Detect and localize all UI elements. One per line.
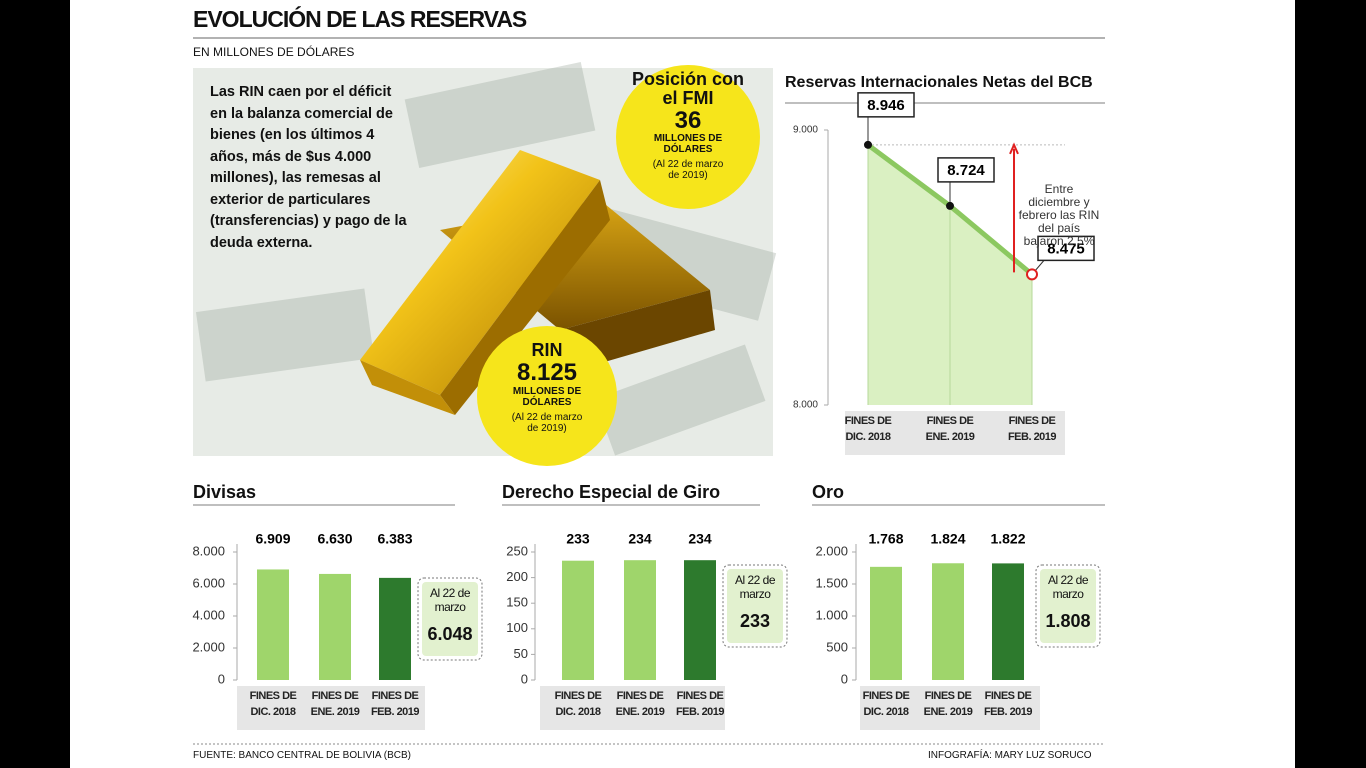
note-fill [422,582,478,656]
category-band [540,686,725,730]
footer-credit: INFOGRAFÍA: MARY LUZ SORUCO [928,750,1092,761]
y-tick-label: 1.000 [815,607,848,622]
badge: Posición con el FMI 36 MILLONES DE DÓLAR… [630,69,746,182]
x-tick-label: FINES DE DIC. 2018 [844,415,892,443]
badge: RIN 8.125 MILLONES DE DÓLARES (Al 22 de … [489,340,605,434]
category-band [845,411,1065,455]
footer-source: FUENTE: BANCO CENTRAL DE BOLIVIA (BCB) [193,750,412,761]
value-label: 233 [566,531,590,547]
note-value: 6.048 [427,624,473,644]
y-tick-label: 0 [841,671,848,686]
point [946,201,954,210]
value-label: 8.475 [1047,240,1085,257]
value-label: 6.630 [317,531,352,547]
badge-circle [477,326,617,466]
value-label: 234 [688,531,712,547]
value-label: 1.768 [868,531,903,547]
bar [562,560,594,680]
badge-unit: MILLONES DE DÓLARES [653,133,723,155]
y-tick-label: 0 [521,671,528,686]
value-label: 6.383 [377,531,412,547]
y-tick-label: 50 [514,646,528,661]
x-tick-label: FINES DE DIC. 2018 [862,690,910,718]
gold-bar-front-edge [360,360,455,415]
bar [992,563,1024,680]
badge-title: Posición con el FMI [631,69,745,108]
x-tick-label: FINES DE ENE. 2019 [615,690,665,718]
y-tick-label: 8.000 [793,400,818,411]
y-tick-label: 0 [218,671,225,686]
bar [932,563,964,680]
point [864,140,872,149]
intro-text: Las RIN caen por el déficit en la balanz… [210,84,407,251]
badge-title: RIN [531,340,563,360]
note-fill [727,569,783,643]
y-tick-label: 2.000 [815,543,848,558]
y-tick-label: 2.000 [192,639,225,654]
bar [257,569,289,680]
annotation: Entre diciembre y febrero las RIN del pa… [1018,181,1100,248]
y-tick-label: 8.000 [192,543,225,558]
gold-bar-front [360,150,600,395]
bar [319,573,351,680]
header-title: EVOLUCIÓN DE LAS RESERVAS [193,6,527,32]
bar [624,560,656,680]
bar [684,560,716,680]
note-text: Al 22 de marzo [429,586,471,614]
note-value: 1.808 [1045,611,1091,631]
value-label-box [1037,235,1095,262]
category-band [860,686,1040,730]
x-tick-label: FINES DE FEB. 2019 [983,690,1033,718]
y-tick-label: 9.000 [793,125,818,136]
badge-date: (Al 22 de marzo de 2019) [511,412,583,434]
y-tick-label: 200 [506,569,528,584]
value-label: 6.909 [255,531,290,547]
value-label-box [937,157,995,183]
chart-title: Reservas Internacionales Netas del BCB [785,74,1093,91]
x-tick-label: FINES DE FEB. 2019 [370,690,420,718]
value-label: 1.824 [930,531,965,547]
note-value: 233 [739,611,771,631]
chart-title: Derecho Especial de Giro [502,482,721,502]
chart-title: Divisas [193,482,257,502]
annotation-arrowhead [1009,142,1019,155]
y-tick-label: 100 [506,620,528,635]
x-tick-label: FINES DE ENE. 2019 [923,690,973,718]
gold-bar-front-side [440,180,610,415]
bar [379,577,411,680]
note-text: Al 22 de marzo [734,573,776,601]
value-label: 1.822 [990,531,1025,547]
value-label: 8.946 [867,97,905,114]
y-tick-label: 4.000 [192,607,225,622]
note-fill [1040,569,1096,643]
badge-value: 8.125 [516,359,578,386]
category-band [237,686,425,730]
y-tick-label: 150 [506,595,528,610]
badge-date: (Al 22 de marzo de 2019) [652,159,724,181]
x-tick-label: FINES DE ENE. 2019 [310,690,360,718]
note-text: Al 22 de marzo [1047,573,1089,601]
y-tick-label: 250 [506,543,528,558]
x-tick-label: FINES DE FEB. 2019 [675,690,725,718]
x-tick-label: FINES DE DIC. 2018 [554,690,602,718]
x-tick-label: FINES DE ENE. 2019 [925,415,975,443]
x-tick-label: FINES DE FEB. 2019 [1007,415,1057,443]
badge-circle [616,65,760,209]
value-label-box [857,92,915,118]
value-label: 234 [628,531,652,547]
point [1026,268,1038,281]
chart-title: Oro [812,482,845,502]
value-label: 8.724 [947,162,985,179]
bar [870,566,902,680]
badge-value: 36 [674,107,702,134]
header-subtitle: EN MILLONES DE DÓLARES [193,45,355,59]
x-tick-label: FINES DE DIC. 2018 [249,690,297,718]
y-tick-label: 1.500 [815,575,848,590]
y-tick-label: 500 [826,639,848,654]
badge-unit: MILLONES DE DÓLARES [512,386,582,408]
y-tick-label: 6.000 [192,575,225,590]
